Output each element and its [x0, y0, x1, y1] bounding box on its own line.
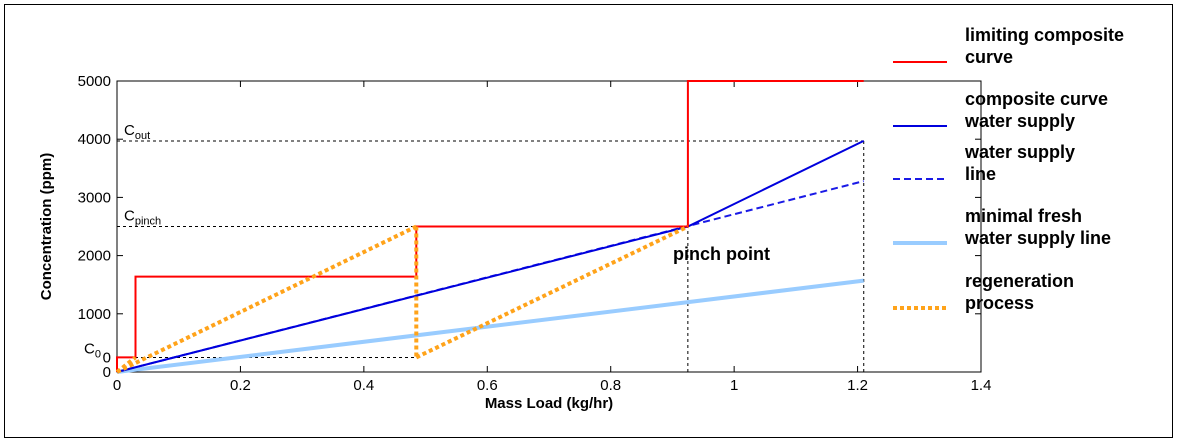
- y-tick-label: 0: [103, 364, 111, 381]
- x-tick-label: 0.2: [230, 377, 251, 394]
- x-tick-label: 1.4: [971, 377, 992, 394]
- legend-label-1: limiting composite: [965, 25, 1124, 45]
- y-tick-label-extra: 0: [103, 349, 111, 366]
- pinch-point-label: pinch point: [673, 244, 770, 264]
- x-tick-label: 1.2: [847, 377, 868, 394]
- legend-label-5-line2: process: [965, 293, 1034, 313]
- legend-label-1-line2: curve: [965, 47, 1013, 67]
- figure-border: [4, 4, 1173, 438]
- annotation-c-0: C0: [84, 340, 101, 360]
- y-tick-label: 2000: [78, 248, 111, 265]
- legend-label-4: minimal fresh: [965, 206, 1082, 226]
- legend-label-2-line2: water supply: [964, 111, 1075, 131]
- series-regeneration-process: [116, 224, 418, 374]
- y-axis-title: Concentration (ppm): [38, 153, 55, 301]
- legend-label-4-line2: water supply line: [964, 228, 1111, 248]
- series-limiting-composite-curve: [116, 80, 864, 372]
- x-tick-label: 1: [730, 377, 738, 394]
- x-tick-label: 0.8: [600, 377, 621, 394]
- x-tick-label: 0: [113, 377, 121, 394]
- legend-label-3: water supply: [964, 142, 1075, 162]
- x-axis-title: Mass Load (kg/hr): [485, 395, 613, 412]
- x-tick-label: 0.6: [477, 377, 498, 394]
- annotation-c-out: Cout: [124, 122, 150, 142]
- x-tick-label: 0.4: [353, 377, 374, 394]
- legend-label-3-line2: line: [965, 164, 996, 184]
- annotation-c-pinch: Cpinch: [124, 208, 161, 228]
- series-regeneration-process: [415, 224, 689, 360]
- y-tick-label: 3000: [78, 189, 111, 206]
- legend-label-2: composite curve: [965, 89, 1108, 109]
- legend-label-5: regeneration: [965, 271, 1074, 291]
- y-tick-label: 5000: [78, 73, 111, 90]
- series-regeneration-process: [115, 355, 137, 374]
- plot-area: 0 0.2 0.4 0.6 0.8 1 1.2 1.4 0 1000 2000 3000 4000 500…: [38, 73, 991, 412]
- series-minimal-fresh-water-supply-line: [116, 278, 864, 374]
- y-tick-label: 1000: [78, 306, 111, 323]
- y-tick-label: 4000: [78, 131, 111, 148]
